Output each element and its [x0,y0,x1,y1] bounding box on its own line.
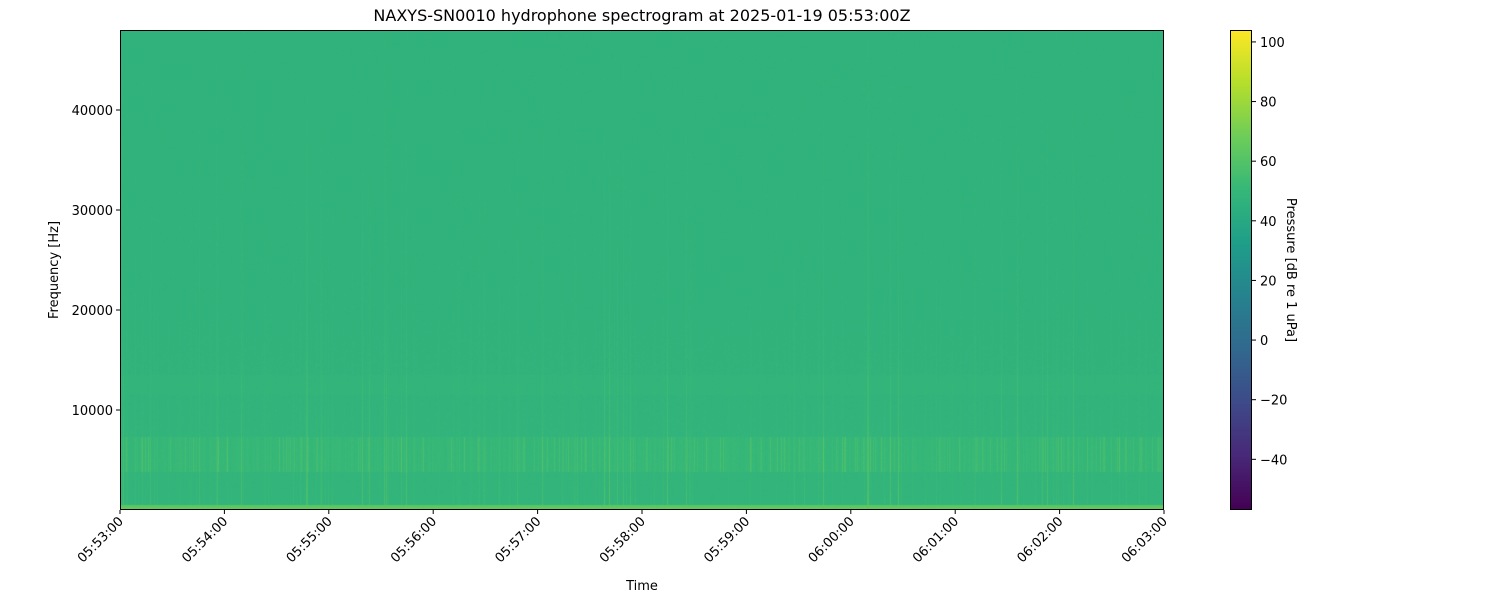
colorbar-tick-label: −20 [1260,394,1287,409]
plot-frame [120,30,1164,510]
colorbar-tick-label: 40 [1260,215,1277,230]
x-tick-label: 06:02:00 [1015,514,1067,566]
colorbar-tick-label: −40 [1260,453,1287,468]
colorbar-tick-label: 100 [1260,36,1285,51]
spectrogram-image [120,30,1164,510]
x-tick-label: 06:03:00 [1119,514,1171,566]
x-tick-label: 05:56:00 [388,514,440,566]
y-tick-label: 30000 [72,204,113,219]
x-tick-label: 05:53:00 [75,514,127,566]
colorbar-tick-label: 60 [1260,155,1277,170]
y-axis-label: Frequency [Hz] [47,221,62,319]
x-axis-label: Time [625,579,658,594]
x-tick-label: 05:55:00 [284,514,336,566]
colorbar-tick-label: 80 [1260,96,1277,111]
x-tick-label: 05:57:00 [493,514,545,566]
colorbar-frame [1230,30,1252,510]
colorbar-tick-label: 0 [1260,334,1268,349]
chart-title: NAXYS-SN0010 hydrophone spectrogram at 2… [373,6,910,25]
x-tick-label: 05:54:00 [179,514,231,566]
colorbar-label: Pressure [dB re 1 uPa] [1283,198,1298,342]
y-tick-label: 20000 [72,304,113,319]
x-tick-label: 05:59:00 [701,514,753,566]
y-tick-label: 10000 [72,404,113,419]
y-tick-label: 40000 [72,104,113,119]
colorbar-tick-label: 20 [1260,274,1277,289]
x-tick-label: 05:58:00 [597,514,649,566]
colorbar-gradient [1230,30,1252,510]
x-tick-label: 06:00:00 [806,514,858,566]
x-tick-label: 06:01:00 [910,514,962,566]
